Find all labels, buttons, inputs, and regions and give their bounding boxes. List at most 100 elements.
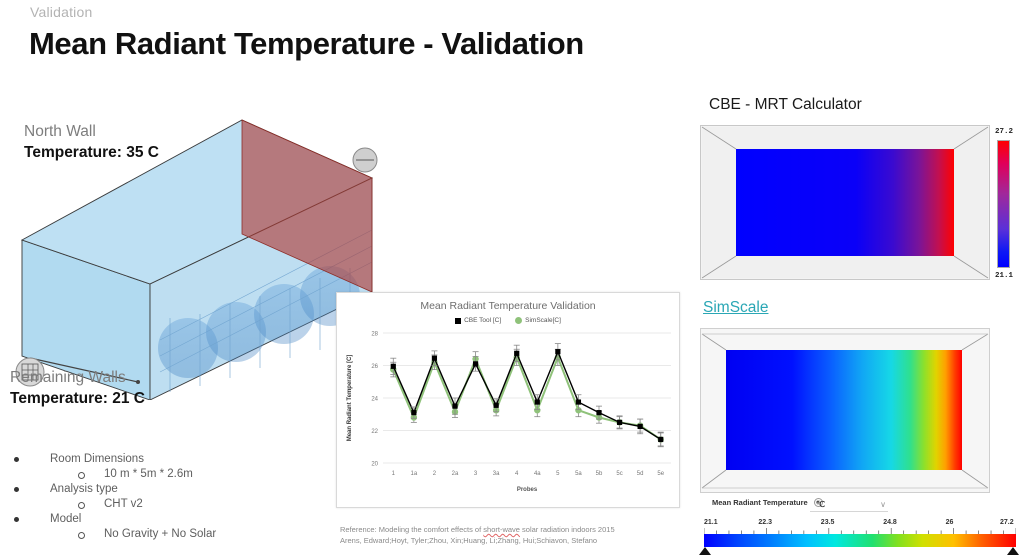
sim-temperature-field [726, 350, 962, 470]
chart-data-point [411, 410, 417, 416]
legend-item-cbe: CBE Tool [C] [455, 317, 501, 324]
chart-legend: CBE Tool [C] SimScale[C] [337, 317, 679, 324]
specifications-list: Room Dimensions 10 m * 5m * 2.6m Analysis … [0, 452, 300, 542]
chevron-down-icon: ∨ [880, 499, 886, 509]
chart-title: Mean Radiant Temperature Validation [420, 300, 596, 312]
legend-label-simscale: SimScale[C] [525, 317, 561, 324]
reference-highlight: short-wave [483, 525, 520, 534]
chart-xtick-label: 5c [616, 471, 622, 477]
simscale-legend-ticks [704, 528, 1016, 534]
chart-xtick-label: 5d [637, 471, 644, 477]
breadcrumb-eyebrow: Validation [30, 4, 93, 20]
simscale-legend-title: Mean Radiant Temperature [712, 498, 808, 507]
legend-label-cbe: CBE Tool [C] [464, 317, 502, 324]
chart-yaxis-title: Mean Radiant Temperature [C] [347, 355, 353, 442]
legend-tick-label-1: 22.3 [758, 519, 773, 526]
simscale-legend-header: Mean Radiant Temperature ◎ [712, 498, 823, 507]
chart-xtick-label: 2a [452, 471, 459, 477]
chart-data-point [575, 399, 582, 405]
chart-xtick-label: 2 [433, 471, 437, 477]
legend-tick-label-2: 23.5 [820, 519, 835, 526]
chart-xtick-label: 4 [515, 471, 519, 477]
chart-series-line [392, 354, 662, 441]
legend-tick-label-4: 26 [945, 519, 954, 526]
north-wall-temperature: Temperature: 35 C [24, 144, 159, 161]
view-cube-widget [15, 357, 45, 387]
cbe-temperature-field [736, 149, 954, 256]
legend-tick-label-0: 21.1 [704, 519, 718, 526]
info-icon[interactable]: ◎ [813, 498, 823, 507]
cbe-colorbar-gradient [997, 140, 1010, 268]
chart-data-point [534, 406, 541, 414]
spec-item-4: Model [0, 512, 300, 527]
chart-data-point [431, 355, 438, 361]
chart-ytick-label: 22 [371, 429, 378, 435]
chart-xtick-label: 3 [474, 471, 478, 477]
chart-ytick-label: 24 [371, 397, 378, 403]
unit-select[interactable]: ℃ ∨ [810, 497, 888, 512]
reference-line-2: Arens, Edward;Hoyt, Tyler;Zhou, Xin;Huan… [340, 536, 598, 545]
chart-data-point [472, 361, 479, 367]
chart-data-point [616, 419, 623, 425]
range-handle-max[interactable] [1007, 547, 1019, 555]
chart-xtick-label: 5 [556, 471, 560, 477]
spec-list-root: Room Dimensions 10 m * 5m * 2.6m Analysis … [0, 452, 300, 542]
spec-item-2: Analysis type [0, 482, 300, 497]
cbe-colorbar: 27.2 21.1 [995, 128, 1024, 280]
legend-tick-label-5: 27.2 [1000, 519, 1014, 526]
remaining-walls-temperature: Temperature: 21 C [10, 390, 145, 407]
dimension-arrow [29, 357, 139, 383]
chart-xtick-label: 4a [534, 471, 541, 477]
north-wall-name: North Wall [24, 123, 96, 140]
cbe-section-title: CBE - MRT Calculator [709, 96, 862, 113]
remaining-walls-name: Remaining Walls [10, 369, 126, 386]
reference-suffix: solar radiation indoors 2015 [519, 525, 615, 534]
room-3d-illustration [0, 100, 420, 400]
chart-data-point [555, 349, 561, 355]
spec-item-5: No Gravity + No Solar [0, 527, 300, 542]
simscale-section-title[interactable]: SimScale [703, 299, 769, 316]
reference-line-1: Reference: Modeling the comfort effects … [340, 524, 680, 535]
legend-item-simscale: SimScale[C] [515, 317, 561, 324]
reference-prefix: Reference: Modeling the comfort effects … [340, 525, 484, 534]
chart-xtick-label: 5a [575, 471, 582, 477]
chart-data-point [452, 403, 458, 409]
legend-square-icon [455, 317, 462, 324]
cbe-colorbar-min: 21.1 [995, 272, 1014, 280]
chart-data-point [637, 423, 643, 430]
validation-chart-card: Mean Radiant Temperature Validation CBE … [336, 292, 680, 508]
chart-data-point [493, 402, 499, 408]
chart-ytick-label: 20 [371, 462, 378, 468]
chart-data-point [575, 406, 582, 414]
spec-item-0: Room Dimensions [0, 452, 300, 467]
chart-xtick-label: 1a [411, 471, 418, 477]
chart-xtick-label: 1 [392, 471, 396, 477]
spec-item-1: 10 m * 5m * 2.6m [0, 467, 300, 482]
chart-ytick-label: 28 [371, 332, 378, 338]
range-handle-min[interactable] [699, 547, 711, 555]
reference-citation: Reference: Modeling the comfort effects … [340, 524, 680, 546]
legend-tick-label-3: 24.8 [883, 519, 897, 526]
simscale-legend-tick-labels: 21.1 22.3 23.5 24.8 26 27.2 [700, 519, 1024, 529]
probe-sphere [254, 284, 314, 344]
simscale-legend-gradient [704, 534, 1016, 547]
chart-data-point [534, 399, 540, 405]
probe-sphere [206, 302, 266, 362]
chart-xtick-label: 5e [657, 471, 664, 477]
simscale-colorbar-legend: Mean Radiant Temperature ◎ ℃ ∨ 21.1 22.3 2… [699, 497, 1024, 555]
chart-series-line [392, 349, 662, 441]
legend-circle-icon [515, 317, 523, 324]
chart-ytick-label: 26 [371, 364, 378, 370]
chart-data-point [596, 410, 602, 416]
north-wall-label: North Wall Temperature: 35 C [24, 122, 159, 163]
view-cube-widget-secondary [352, 147, 378, 173]
chart-data-point [514, 350, 520, 356]
remaining-walls-label: Remaining Walls Temperature: 21 C [10, 368, 145, 409]
chart-xtick-label: 3a [493, 471, 500, 477]
page-title: Mean Radiant Temperature - Validation [29, 26, 584, 61]
chart-xtick-label: 5b [596, 471, 603, 477]
unit-select-value: ℃ [816, 499, 825, 509]
chart-data-point [658, 436, 664, 443]
chart-data-point [390, 363, 396, 369]
chart-plot-area: 20 22 24 26 28 Mean Radiant Temperature [C] 1 1… [337, 327, 681, 509]
